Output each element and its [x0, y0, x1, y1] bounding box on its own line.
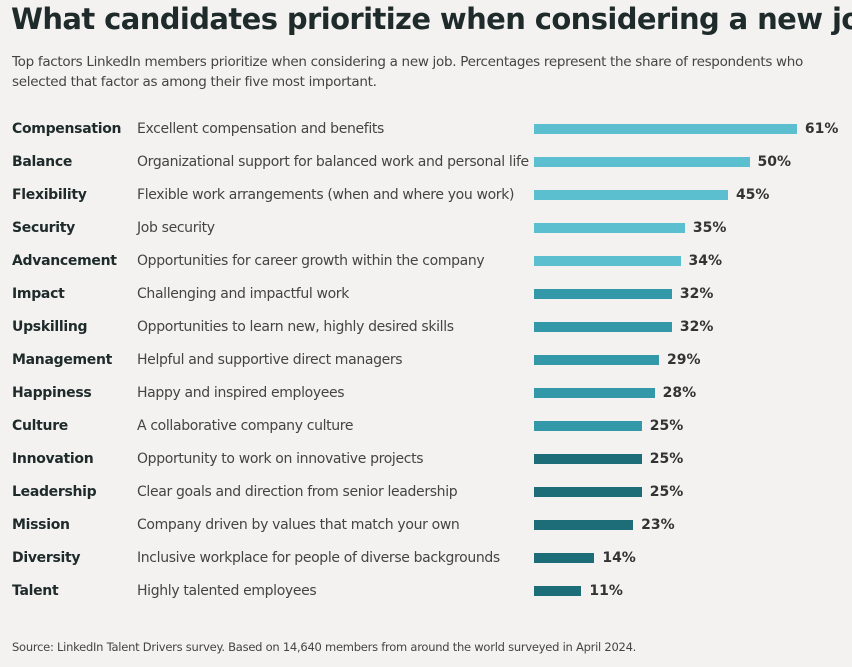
value-label: 14%	[602, 550, 636, 566]
bar-row: Compensation Excellent compensation and …	[0, 119, 852, 139]
bar	[534, 289, 672, 299]
bar	[534, 157, 750, 167]
category-label: Leadership	[12, 484, 97, 500]
bar	[534, 454, 642, 464]
category-label: Impact	[12, 286, 65, 302]
bar	[534, 520, 634, 530]
category-label: Mission	[12, 517, 70, 533]
bar-row: Flexibility Flexible work arrangements (…	[0, 185, 852, 205]
value-label: 25%	[649, 484, 684, 500]
category-label: Culture	[12, 418, 68, 434]
category-label: Innovation	[12, 451, 94, 467]
category-description: Happy and inspired employees	[137, 385, 345, 401]
bar-row: Security Job security 35%	[0, 218, 852, 238]
value-label: 32%	[679, 319, 714, 335]
category-description: Clear goals and direction from senior le…	[137, 484, 458, 500]
category-description: Flexible work arrangements (when and whe…	[137, 187, 515, 203]
bar-row: Leadership Clear goals and direction fro…	[0, 482, 852, 502]
category-description: Opportunities to learn new, highly desir…	[137, 319, 454, 335]
bar	[534, 322, 672, 332]
bar	[534, 223, 685, 233]
category-label: Upskilling	[12, 319, 88, 335]
bar	[534, 421, 642, 431]
category-label: Balance	[12, 154, 73, 170]
category-description: Organizational support for balanced work…	[137, 154, 529, 170]
category-description: Inclusive workplace for people of divers…	[137, 550, 500, 566]
bar	[534, 487, 642, 497]
value-label: 11%	[589, 583, 623, 599]
category-description: Job security	[137, 220, 215, 236]
category-label: Diversity	[12, 550, 81, 566]
category-label: Happiness	[12, 385, 92, 401]
category-description: A collaborative company culture	[137, 418, 354, 434]
chart-subtitle: Top factors LinkedIn members prioritize …	[12, 54, 804, 90]
category-description: Opportunities for career growth within t…	[137, 253, 485, 269]
value-label: 25%	[649, 418, 684, 434]
value-label: 45%	[735, 187, 770, 203]
value-label: 61%	[804, 121, 839, 137]
bar-row: Balance Organizational support for balan…	[0, 152, 852, 172]
category-label: Security	[12, 220, 75, 236]
category-description: Company driven by values that match your…	[137, 517, 460, 533]
bar-row: Happiness Happy and inspired employees 2…	[0, 383, 852, 403]
bar	[534, 388, 655, 398]
category-description: Highly talented employees	[137, 583, 317, 599]
bar	[534, 256, 681, 266]
category-description: Challenging and impactful work	[137, 286, 349, 302]
bar-row: Talent Highly talented employees 11%	[0, 581, 852, 601]
category-description: Opportunity to work on innovative projec…	[137, 451, 424, 467]
bar	[534, 355, 659, 365]
bar	[534, 124, 797, 134]
bar-row: Culture A collaborative company culture …	[0, 416, 852, 436]
bar-row: Mission Company driven by values that ma…	[0, 515, 852, 535]
source-note: Source: LinkedIn Talent Drivers survey. …	[12, 640, 637, 654]
bar-row: Upskilling Opportunities to learn new, h…	[0, 317, 852, 337]
category-description: Excellent compensation and benefits	[137, 121, 384, 137]
category-label: Talent	[12, 583, 59, 599]
value-label: 35%	[692, 220, 727, 236]
category-label: Flexibility	[12, 187, 87, 203]
chart-title: What candidates prioritize when consider…	[11, 2, 852, 36]
bar-row: Advancement Opportunities for career gro…	[0, 251, 852, 271]
value-label: 50%	[757, 154, 792, 170]
value-label: 29%	[666, 352, 701, 368]
value-label: 23%	[641, 517, 675, 533]
bar-row: Innovation Opportunity to work on innova…	[0, 449, 852, 469]
bar	[534, 190, 728, 200]
category-description: Helpful and supportive direct managers	[137, 352, 403, 368]
value-label: 25%	[649, 451, 684, 467]
bar-row: Impact Challenging and impactful work 32…	[0, 284, 852, 304]
bar	[534, 553, 595, 563]
bar-row: Management Helpful and supportive direct…	[0, 350, 852, 370]
bar	[534, 586, 582, 596]
category-label: Advancement	[12, 253, 117, 269]
value-label: 32%	[679, 286, 714, 302]
category-label: Compensation	[12, 121, 122, 137]
category-label: Management	[12, 352, 113, 368]
value-label: 34%	[688, 253, 723, 269]
bar-row: Diversity Inclusive workplace for people…	[0, 548, 852, 568]
value-label: 28%	[662, 385, 697, 401]
